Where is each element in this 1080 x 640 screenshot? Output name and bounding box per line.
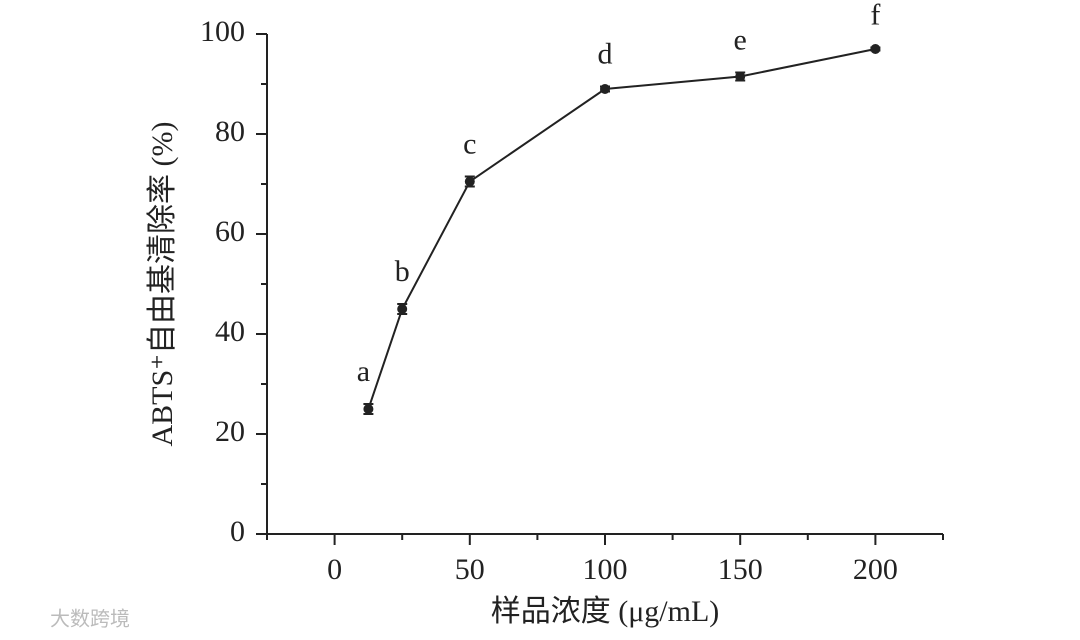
data-point (464, 176, 475, 187)
data-line (367, 48, 876, 410)
data-point (870, 44, 881, 54)
y-tick-label: 0 (230, 515, 245, 548)
y-axis-title: ABTS⁺自由基清除率 (%) (146, 122, 179, 447)
x-tick-label: 100 (583, 553, 628, 586)
y-tick-label: 80 (215, 115, 245, 148)
point-label: b (395, 255, 410, 288)
point-label: f (870, 0, 880, 31)
data-point (600, 84, 610, 94)
x-tick-label: 150 (718, 553, 763, 586)
watermark: 大数跨境 (50, 607, 130, 631)
y-tick-label: 60 (215, 215, 245, 248)
y-tick-label: 100 (200, 15, 245, 48)
point-label: e (734, 23, 747, 56)
data-point (363, 404, 374, 414)
y-tick-label: 20 (215, 415, 245, 448)
data-point (397, 304, 408, 314)
point-label: c (463, 127, 476, 160)
point-label: d (598, 37, 613, 70)
y-tick-label: 40 (215, 315, 245, 348)
x-axis-title: 样品浓度 (μg/mL) (491, 595, 720, 628)
x-tick-label: 0 (327, 553, 342, 586)
x-tick-label: 200 (853, 553, 898, 586)
data-point (735, 71, 746, 82)
x-tick-label: 50 (455, 553, 485, 586)
point-label: a (357, 355, 370, 388)
